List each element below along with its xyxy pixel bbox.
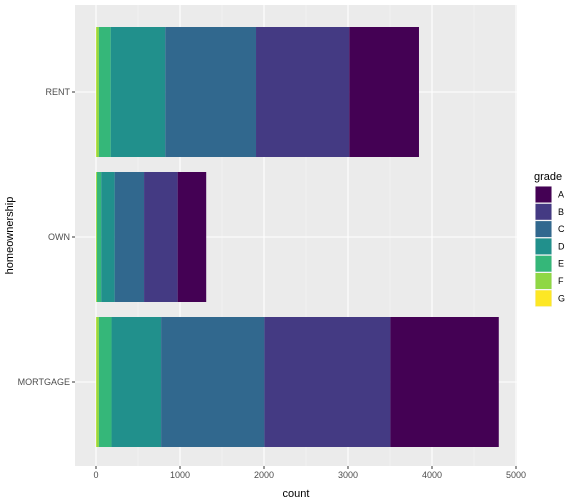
bar-segment-own-a	[177, 172, 207, 302]
legend-label-f: F	[558, 276, 564, 286]
legend-swatch-g	[535, 290, 552, 307]
legend-title: grade	[534, 171, 562, 183]
legend-swatch-f	[535, 273, 552, 289]
bar-segment-mortgage-f	[96, 317, 99, 447]
bar-segment-rent-b	[256, 27, 350, 157]
bar-segment-mortgage-e	[98, 317, 112, 447]
legend-label-d: D	[558, 241, 565, 251]
bar-segment-rent-c	[165, 27, 257, 157]
x-tick-label: 3000	[338, 470, 358, 480]
legend-swatch-e	[535, 255, 552, 272]
bar-segment-own-c	[114, 172, 145, 302]
legend-swatch-b	[535, 203, 552, 220]
bar-segment-own-d	[101, 172, 115, 302]
bar-segment-mortgage-a	[390, 317, 499, 447]
legend-swatch-d	[535, 238, 552, 255]
legend-label-e: E	[558, 259, 564, 269]
x-axis-title: count	[283, 488, 310, 500]
legend-label-a: A	[558, 190, 564, 200]
bar-segment-rent-e	[98, 27, 111, 157]
x-tick-label: 5000	[506, 470, 526, 480]
legend-swatch-a	[535, 186, 552, 203]
x-tick-label: 0	[93, 470, 98, 480]
legend-label-c: C	[558, 224, 565, 234]
bar-segment-rent-a	[349, 27, 419, 157]
y-tick-label: MORTGAGE	[18, 377, 70, 387]
x-tick-label: 2000	[254, 470, 274, 480]
y-axis-title: homeownership	[4, 197, 16, 275]
bars	[96, 27, 499, 447]
legend-label-g: G	[558, 293, 565, 303]
y-axis-ticks: RENT OWN MORTGAGE	[18, 87, 75, 387]
bar-segment-own-e	[97, 172, 102, 302]
bar-segment-mortgage-b	[264, 317, 391, 447]
x-tick-label: 4000	[422, 470, 442, 480]
bar-segment-own-f	[96, 172, 98, 302]
bar-segment-mortgage-d	[111, 317, 162, 447]
bar-segment-mortgage-c	[161, 317, 265, 447]
y-tick-label: RENT	[46, 87, 71, 97]
legend-swatch-c	[535, 221, 552, 238]
bar-segment-rent-d	[110, 27, 166, 157]
bar-segment-rent-f	[96, 27, 99, 157]
x-axis-ticks: 0 1000 2000 3000 4000 5000	[93, 466, 526, 480]
y-tick-label: OWN	[48, 232, 70, 242]
x-tick-label: 1000	[170, 470, 190, 480]
legend-label-b: B	[558, 207, 564, 217]
bar-segment-own-b	[144, 172, 178, 302]
